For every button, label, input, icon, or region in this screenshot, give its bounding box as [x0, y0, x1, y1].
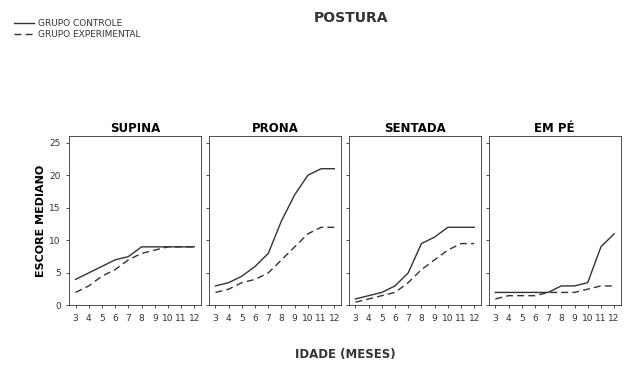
Title: SUPINA: SUPINA	[110, 122, 160, 135]
Title: EM PÉ: EM PÉ	[534, 122, 575, 135]
Text: POSTURA: POSTURA	[314, 11, 388, 25]
Title: PRONA: PRONA	[251, 122, 298, 135]
Title: SENTADA: SENTADA	[384, 122, 446, 135]
Legend: GRUPO CONTROLE, GRUPO EXPERIMENTAL: GRUPO CONTROLE, GRUPO EXPERIMENTAL	[11, 15, 144, 43]
Y-axis label: ESCORE MEDIANO: ESCORE MEDIANO	[36, 164, 46, 277]
Text: IDADE (MESES): IDADE (MESES)	[295, 348, 395, 361]
